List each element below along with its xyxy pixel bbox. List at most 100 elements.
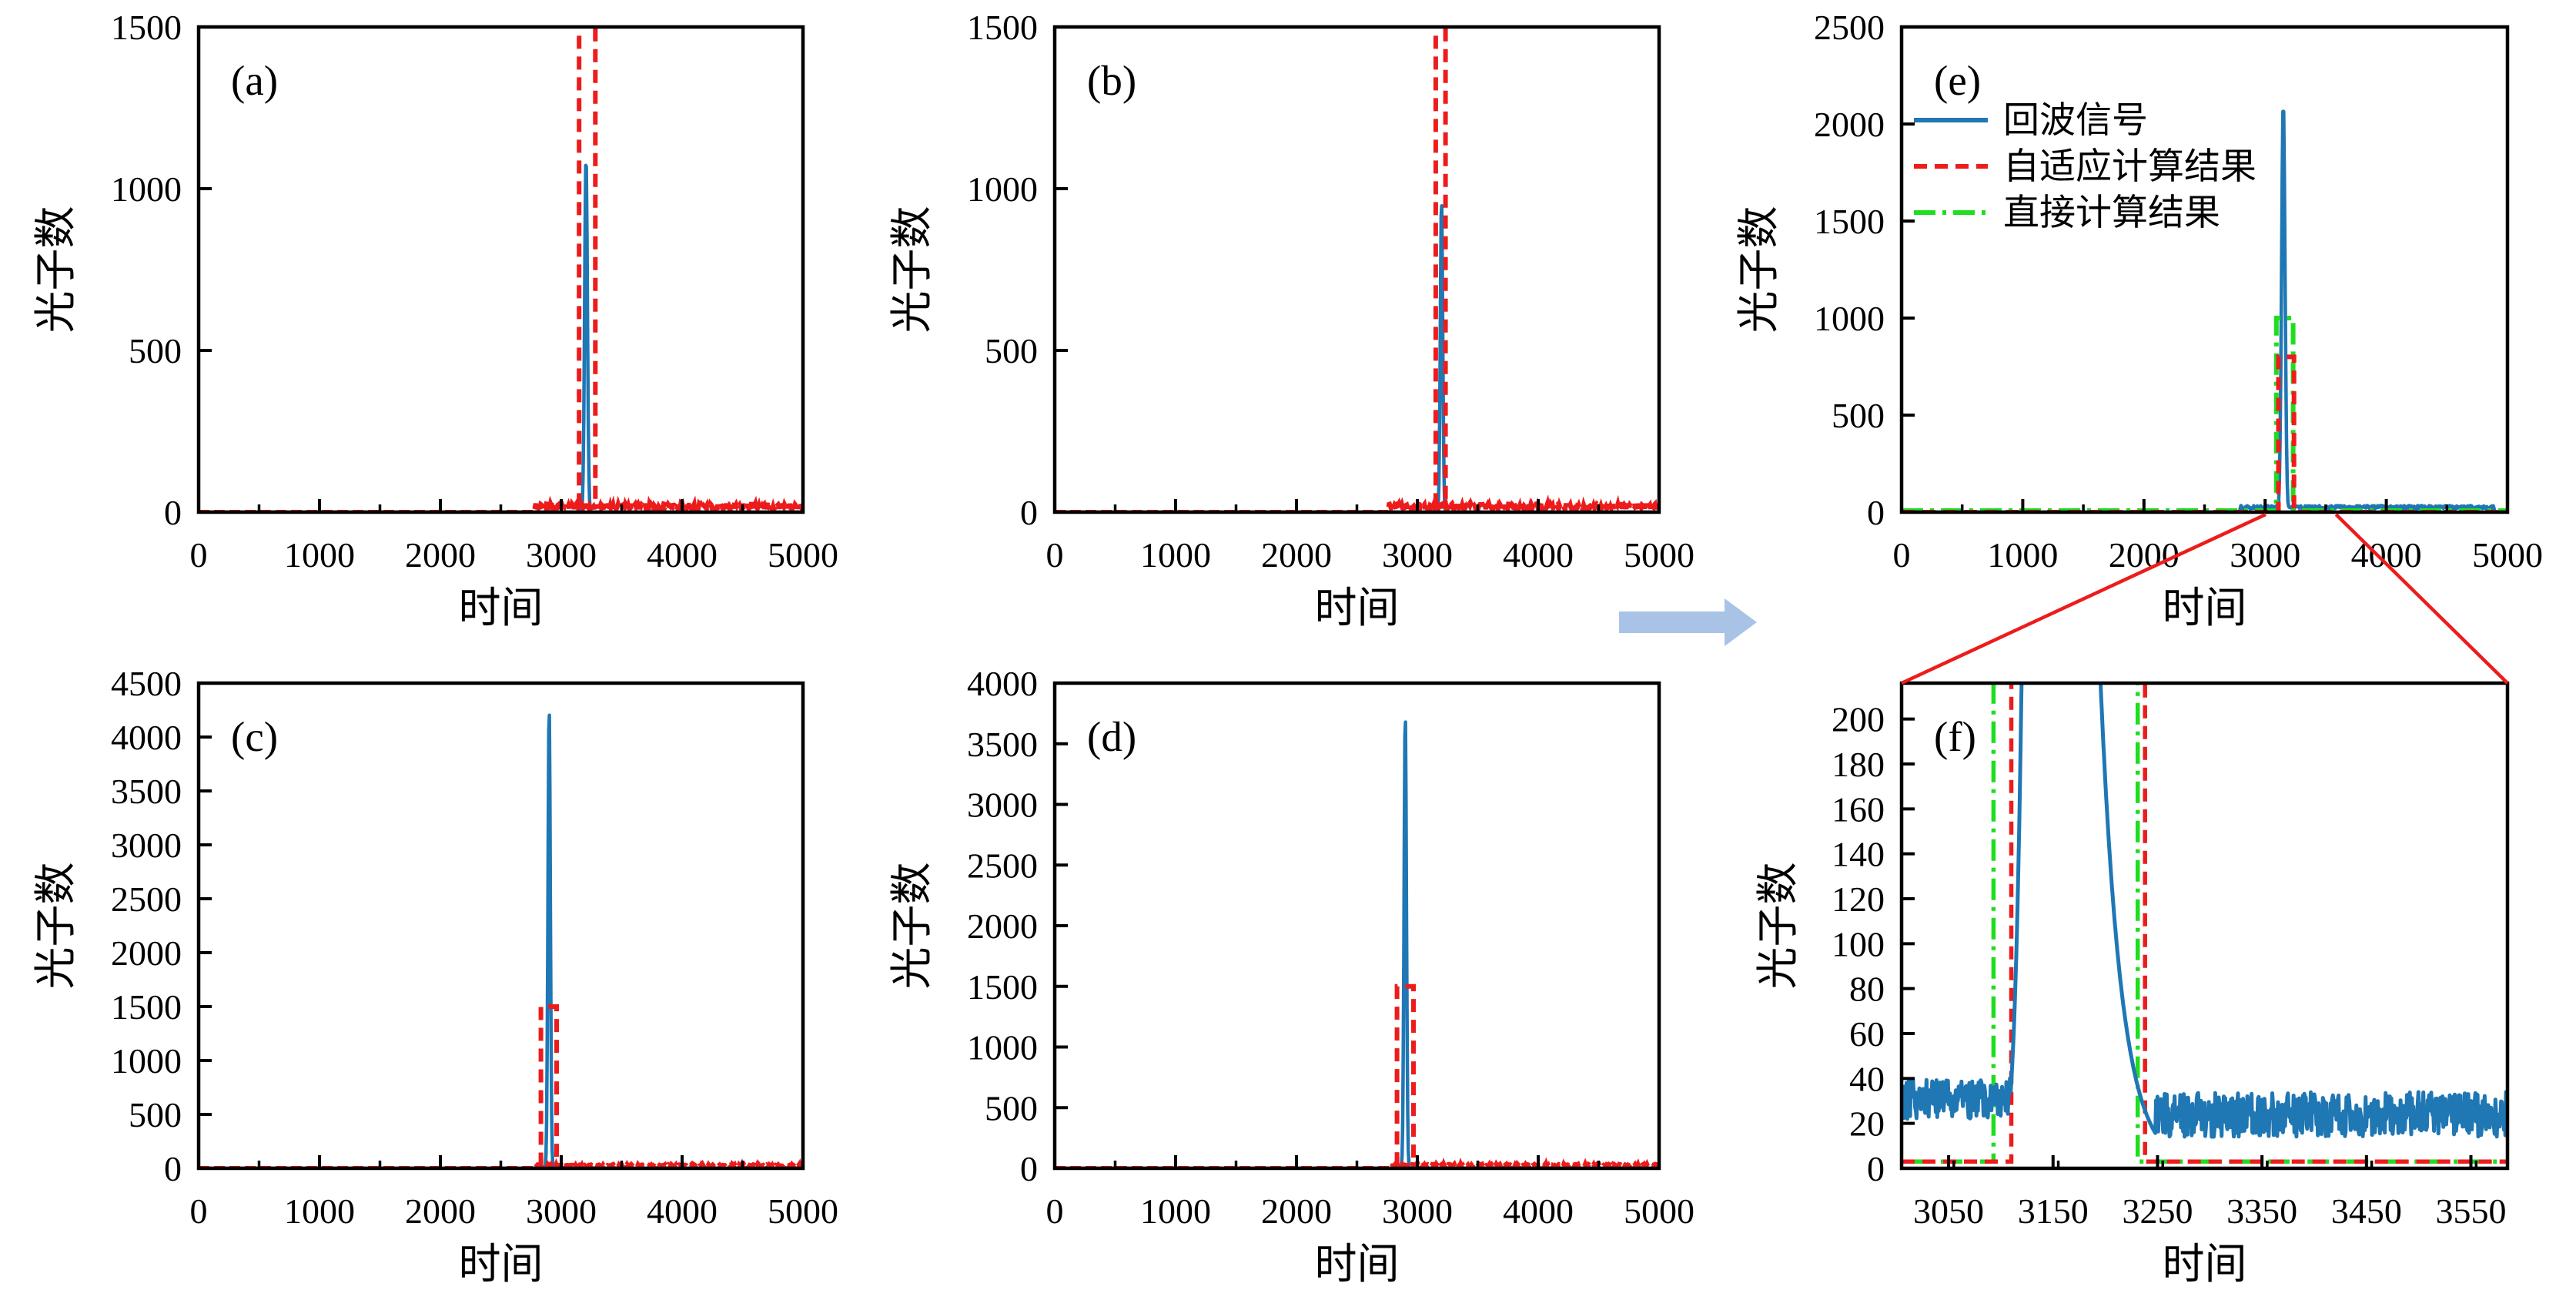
x-axis-label-e: 时间 [2162, 585, 2246, 632]
panel-e-y-tick-label: 2500 [1814, 8, 1885, 47]
panel-b-y-tick-label: 1500 [967, 8, 1038, 47]
panel-f-x-tick-label: 3450 [2331, 1191, 2402, 1231]
panel-f-y-tick-label: 40 [1849, 1059, 1885, 1098]
panel-f-y-tick-label: 200 [1832, 700, 1885, 739]
panel-d-y-tick-label: 500 [985, 1088, 1038, 1127]
panel-c-y-tick-label: 2000 [111, 933, 182, 973]
panel-f-x-tick-label: 3350 [2226, 1191, 2297, 1231]
panel-e-y-tick-label: 500 [1832, 396, 1885, 435]
panel-d-x-tick-label: 0 [1046, 1191, 1064, 1231]
x-axis-label-c: 时间 [458, 1241, 543, 1288]
panel-f-x-tick-label: 3250 [2122, 1191, 2193, 1231]
panel-d-y-tick-label: 3000 [967, 786, 1038, 825]
panel-d-x-tick-label: 3000 [1382, 1191, 1453, 1231]
panel-b-x-tick-label: 4000 [1503, 535, 1574, 575]
panel-d: 0 1000 2000 3000 4000 5000 0 500 1000 1500 2000 250… [888, 664, 1694, 1288]
y-axis-label-e: 光子数 [1735, 206, 1782, 333]
panel-c-y-tick-label: 3500 [111, 772, 182, 811]
panel-e-label: (e) [1934, 57, 1981, 104]
panel-f-series [1901, 682, 2508, 1164]
y-axis-label-a: 光子数 [32, 206, 79, 333]
panel-a-y-tick-label: 1500 [111, 8, 182, 47]
panel-e-x-tick-label: 5000 [2472, 535, 2543, 575]
panel-a: 0 1000 2000 3000 4000 5000 0 500 1000 1500 时间 光子数 (a… [32, 8, 838, 632]
panel-a-x-tick-label: 5000 [768, 535, 838, 575]
panel-a-x-tick-label: 0 [190, 535, 208, 575]
y-axis-label-d: 光子数 [888, 862, 935, 989]
adaptive-fit-line-f [1902, 682, 2507, 1164]
panel-f: 3050 3150 3250 3350 3450 3550 0 20 40 60 80 100 120 1… [1755, 681, 2510, 1288]
panel-a-y-tick-label: 0 [164, 493, 182, 532]
panel-e-y-tick-label: 0 [1867, 493, 1885, 532]
x-axis-label-a: 时间 [458, 585, 543, 632]
panel-d-x-tick-label: 1000 [1140, 1191, 1211, 1231]
panel-c-y-tick-label: 4000 [111, 718, 182, 757]
panel-b-label: (b) [1087, 57, 1136, 104]
panel-e-x-tick-label: 0 [1893, 535, 1911, 575]
panel-f-y-tick-label: 140 [1832, 835, 1885, 874]
flow-arrow-icon [1619, 598, 1757, 646]
adaptive-fit-pulse-c [538, 1004, 559, 1166]
panel-c-y-tick-label: 1000 [111, 1041, 182, 1081]
panel-d-y-tick-label: 2000 [967, 906, 1038, 946]
panel-d-x-tick-label: 2000 [1261, 1191, 1332, 1231]
panel-a-x-tick-label: 1000 [284, 535, 355, 575]
panel-a-y-tick-label: 500 [129, 331, 182, 370]
y-axis-label-f: 光子数 [1755, 862, 1802, 989]
panel-c-y-tick-label: 0 [164, 1149, 182, 1188]
panel-c-x-tick-label: 0 [190, 1191, 208, 1231]
panel-f-x-tick-label: 3050 [1913, 1191, 1984, 1231]
panel-c-label: (c) [231, 713, 278, 760]
panel-f-label: (f) [1934, 713, 1976, 760]
panel-e-x-tick-label: 2000 [2109, 535, 2180, 575]
panel-e-y-tick-label: 1500 [1814, 202, 1885, 241]
panel-f-y-tick-label: 160 [1832, 789, 1885, 829]
panel-d-x-tick-label: 5000 [1624, 1191, 1694, 1231]
y-axis-label-b: 光子数 [888, 206, 935, 333]
panel-a-x-tick-label: 2000 [405, 535, 476, 575]
panel-b-x-tick-label: 0 [1046, 535, 1064, 575]
y-axis-label-c: 光子数 [32, 862, 79, 989]
panel-e-y-tick-label: 1000 [1814, 299, 1885, 338]
panel-f-y-tick-label: 60 [1849, 1014, 1885, 1054]
panel-d-y-tick-label: 1000 [967, 1028, 1038, 1067]
panel-b-x-tick-label: 1000 [1140, 535, 1211, 575]
panel-f-y-tick-label: 20 [1849, 1104, 1885, 1144]
panel-e: 0 1000 2000 3000 4000 50000500100015002000250… [1735, 8, 2543, 632]
panel-e-x-tick-label: 1000 [1987, 535, 2058, 575]
panel-c: 0 1000 2000 3000 4000 5000 0 500 1000 1500 2000 250… [32, 664, 838, 1288]
panel-d-label: (d) [1087, 713, 1136, 760]
panel-a-x-tick-label: 3000 [526, 535, 597, 575]
x-axis-label-b: 时间 [1314, 585, 1399, 632]
panel-b-x-tick-label: 3000 [1382, 535, 1453, 575]
zoom-connector-left [1901, 512, 2267, 685]
panel-d-y-tick-label: 4000 [967, 664, 1038, 703]
panel-c-x-tick-label: 1000 [284, 1191, 355, 1231]
panel-b-y-tick-label: 0 [1020, 493, 1038, 532]
panel-c-y-tick-label: 1500 [111, 987, 182, 1027]
panel-c-y-tick-label: 4500 [111, 664, 182, 703]
adaptive-fit-pulse-d [1394, 983, 1416, 1166]
panel-e-y-tick-label: 2000 [1814, 105, 1885, 144]
panel-e-x-tick-label: 3000 [2230, 535, 2300, 575]
panel-f-y-tick-label: 180 [1832, 745, 1885, 784]
panel-d-x-tick-label: 4000 [1503, 1191, 1574, 1231]
panel-b-x-tick-label: 2000 [1261, 535, 1332, 575]
panel-c-x-tick-label: 5000 [768, 1191, 838, 1231]
panel-d-y-tick-label: 1500 [967, 967, 1038, 1007]
panel-c-y-tick-label: 500 [129, 1095, 182, 1134]
panel-f-y-tick-label: 80 [1849, 970, 1885, 1009]
panel-a-x-tick-label: 4000 [647, 535, 718, 575]
x-axis-label-f: 时间 [2162, 1241, 2246, 1288]
panel-c-x-tick-label: 4000 [647, 1191, 718, 1231]
panel-f-x-tick-label: 3550 [2436, 1191, 2507, 1231]
panel-d-y-tick-label: 3500 [967, 725, 1038, 764]
panel-f-y-tick-label: 0 [1867, 1149, 1885, 1188]
echo-signal-line-f [1901, 682, 2508, 1139]
panel-f-plot-border [1899, 681, 2510, 1171]
panel-f-x-tick-label: 3150 [2018, 1191, 2089, 1231]
panel-c-x-tick-label: 2000 [405, 1191, 476, 1231]
panel-f-y-tick-label: 120 [1832, 880, 1885, 919]
